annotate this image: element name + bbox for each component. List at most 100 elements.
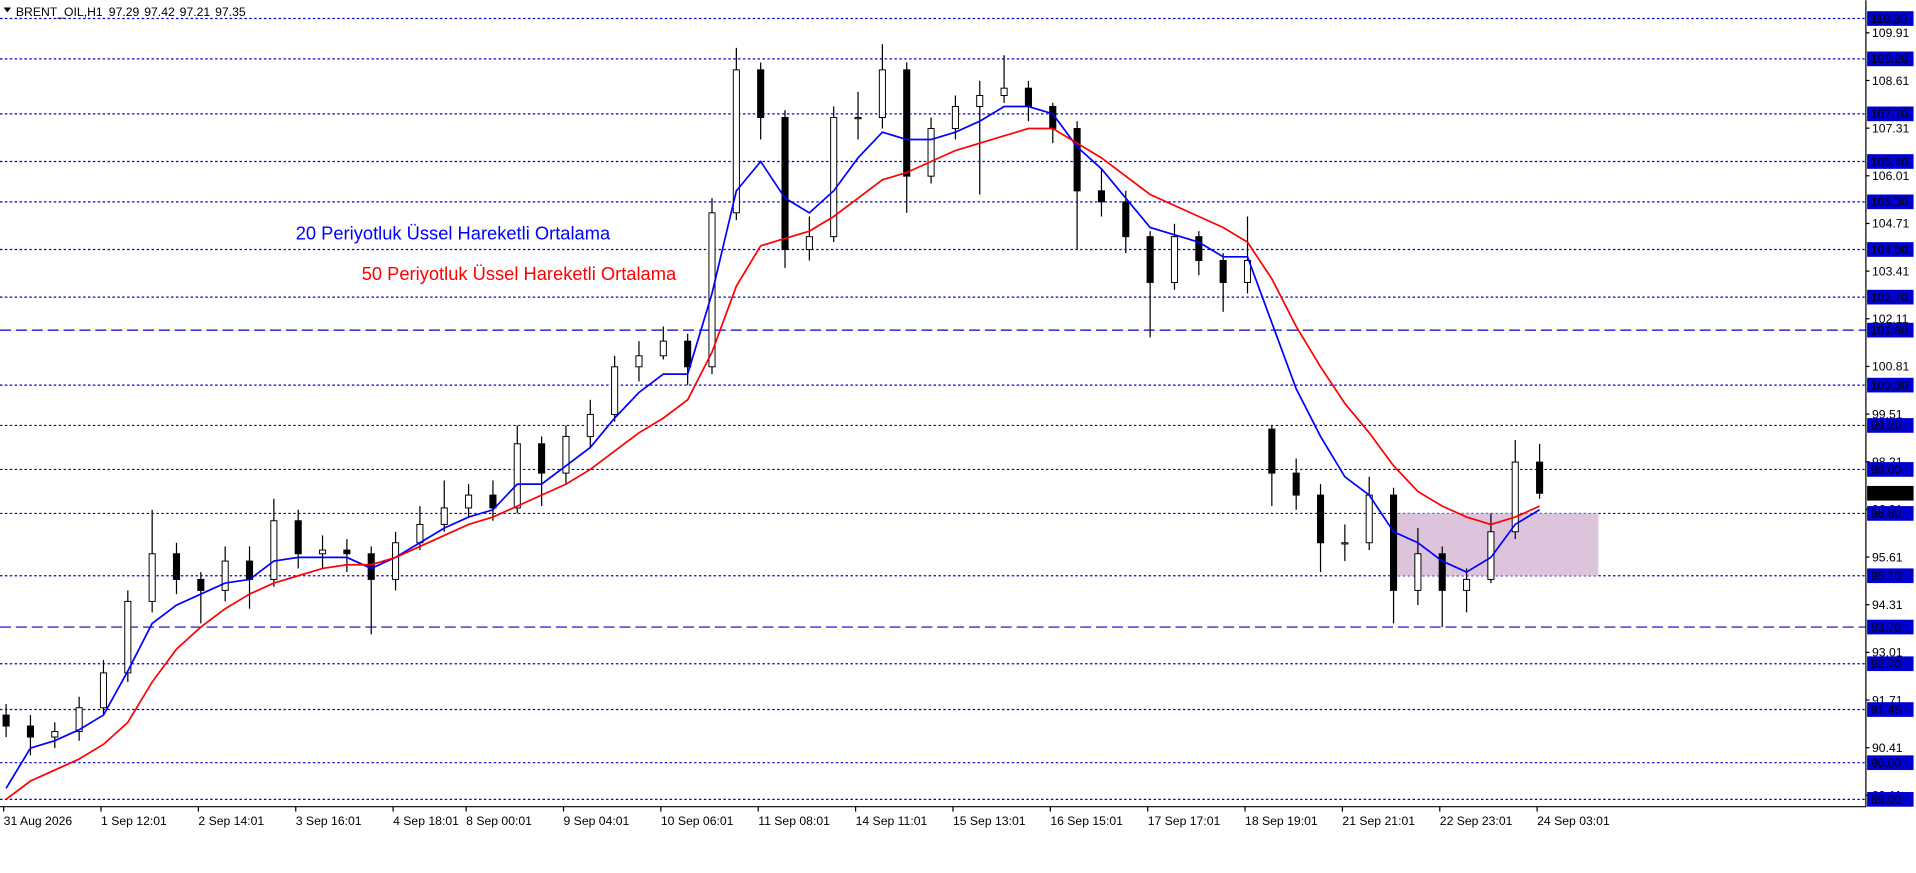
x-tick-label: 17 Sep 17:01 — [1148, 814, 1221, 828]
candle-body — [903, 69, 911, 177]
candle-body — [684, 340, 692, 368]
open-value: 97.29 — [109, 5, 140, 19]
candle-body — [1341, 542, 1349, 545]
candle-body — [611, 366, 619, 415]
candle-body — [781, 117, 789, 250]
candle-body — [1219, 259, 1227, 283]
level-box — [1867, 506, 1914, 521]
level-label: 105.30 — [1871, 195, 1909, 209]
candle-body — [538, 443, 546, 474]
y-tick-label: 95.61 — [1872, 550, 1903, 564]
candle-body — [854, 117, 862, 120]
y-tick-label: 109.91 — [1872, 26, 1910, 40]
last-price-label: 97.35 — [1871, 487, 1902, 501]
candle-body — [1316, 494, 1325, 544]
level-label: 90.00 — [1871, 756, 1902, 770]
candle-body — [757, 69, 765, 119]
candle-body — [489, 494, 497, 509]
candle-body — [1000, 87, 1008, 97]
candle-body — [26, 725, 34, 738]
candle-body — [1365, 494, 1373, 544]
level-label: 91.45 — [1871, 703, 1902, 717]
candle-body — [51, 731, 59, 738]
low-value: 97.21 — [180, 5, 211, 19]
candle-body — [465, 494, 473, 509]
x-tick-label: 9 Sep 04:01 — [564, 814, 630, 828]
candle-body — [586, 413, 594, 437]
menu-arrow[interactable] — [3, 7, 11, 13]
candle-body — [1243, 259, 1252, 283]
candle-body — [99, 672, 108, 709]
level-label: 110.30 — [1871, 12, 1908, 26]
candle-body — [878, 69, 886, 119]
level-label: 95.10 — [1871, 569, 1902, 583]
level-box — [1867, 106, 1914, 122]
candle-body — [1438, 553, 1446, 591]
candle-body — [392, 542, 400, 580]
y-tick-label: 102.11 — [1872, 312, 1909, 326]
level-box — [1867, 242, 1914, 257]
x-tick-label: 31 Aug 2026 — [4, 814, 73, 828]
candle-body — [1268, 428, 1276, 474]
level-box — [1867, 154, 1914, 169]
ema-line — [5, 127, 1540, 801]
level-label: 93.70 — [1871, 620, 1902, 634]
y-tick-label: 106.01 — [1872, 169, 1910, 183]
candle-body — [1146, 236, 1154, 283]
level-box — [1867, 702, 1914, 717]
level-label: 89.00 — [1871, 793, 1902, 807]
y-tick-label: 108.61 — [1872, 74, 1910, 88]
level-box — [1867, 322, 1914, 338]
candle-body — [635, 355, 643, 368]
ema50-label: 50 Periyotluk Üssel Hareketli Ortalama — [362, 263, 677, 284]
candle-body — [245, 560, 254, 580]
level-box — [1867, 792, 1914, 807]
candle-body — [1463, 578, 1471, 591]
ema-line — [5, 105, 1541, 789]
x-tick-label: 3 Sep 16:01 — [296, 814, 362, 828]
level-box — [1867, 568, 1914, 584]
level-label: 106.40 — [1871, 155, 1909, 169]
y-tick-label: 90.41 — [1872, 741, 1903, 755]
candle-body — [416, 523, 424, 544]
candle-body — [1390, 494, 1398, 591]
y-tick-label: 99.51 — [1872, 407, 1903, 421]
y-tick-label: 93.01 — [1872, 646, 1903, 660]
candle-body — [221, 560, 229, 591]
candle-body — [1487, 531, 1495, 580]
candle-body — [1536, 461, 1544, 494]
candle-body — [830, 117, 838, 238]
candle-body — [318, 549, 327, 555]
level-label: 100.30 — [1871, 378, 1909, 392]
candle-body — [440, 507, 448, 525]
y-tick-label: 104.71 — [1872, 217, 1910, 231]
x-tick-label: 14 Sep 11:01 — [856, 814, 928, 828]
level-box — [1867, 462, 1914, 477]
candle-body — [562, 435, 570, 474]
levels — [0, 17, 1866, 800]
candle-body — [513, 443, 521, 509]
level-label: 98.00 — [1871, 463, 1902, 477]
ema20-label: 20 Periyotluk Üssel Hareketli Ortalama — [296, 223, 611, 244]
x-tick-label: 2 Sep 14:01 — [198, 814, 264, 828]
x-tick-label: 22 Sep 23:01 — [1440, 814, 1513, 828]
x-tick-label: 11 Sep 08:01 — [758, 814, 830, 828]
close-value: 97.35 — [215, 5, 246, 19]
level-label: 96.80 — [1871, 507, 1902, 521]
level-label: 101.80 — [1871, 323, 1909, 337]
x-tick-label: 4 Sep 18:01 — [393, 814, 459, 828]
candle-body — [951, 106, 959, 130]
candle-body — [976, 95, 984, 108]
level-box — [1867, 619, 1914, 635]
candle-body — [927, 128, 935, 177]
y-tick-label: 94.31 — [1872, 598, 1903, 612]
candle-body — [1024, 87, 1032, 108]
candle-body — [1511, 461, 1519, 533]
level-box — [1867, 11, 1914, 26]
candle-body — [294, 520, 302, 555]
x-tick-label: 10 Sep 06:01 — [661, 814, 734, 828]
plot — [2, 44, 1544, 801]
axis-labels: 109.91 108.61 107.31 106.01 104.71 103.41 102.… — [3, 11, 1914, 828]
level-box — [1867, 377, 1914, 393]
